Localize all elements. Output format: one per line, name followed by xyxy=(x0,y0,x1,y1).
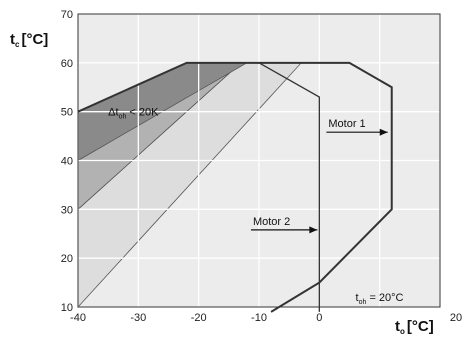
arrow-head xyxy=(309,226,318,234)
y-tick-label: 30 xyxy=(61,204,73,216)
y-axis-label: tc [°C] xyxy=(10,31,48,49)
series-label: Motor 2 xyxy=(253,216,290,228)
y-tick-label: 60 xyxy=(61,58,73,70)
arrow-head xyxy=(379,128,388,136)
annotation-2: toh = 20°C xyxy=(356,292,404,306)
x-axis-label: to [°C] xyxy=(395,318,434,336)
series-label: Motor 1 xyxy=(328,118,365,130)
annotation-1: Δtoh < 20K xyxy=(108,107,159,121)
x-tick-label: -10 xyxy=(251,312,267,324)
plot-frame xyxy=(77,13,441,308)
x-tick-label: 20 xyxy=(450,312,462,324)
y-tick-label: 70 xyxy=(61,9,73,21)
y-tick-label: 20 xyxy=(61,253,73,265)
envelope-2 xyxy=(258,62,320,312)
y-tick-label: 40 xyxy=(61,156,73,168)
x-tick-label: -20 xyxy=(191,312,207,324)
y-tick-label: 50 xyxy=(61,107,73,119)
y-tick-label: 10 xyxy=(61,302,73,314)
x-tick-label: 0 xyxy=(316,312,322,324)
x-tick-label: -30 xyxy=(130,312,146,324)
x-tick-label: -40 xyxy=(70,312,86,324)
